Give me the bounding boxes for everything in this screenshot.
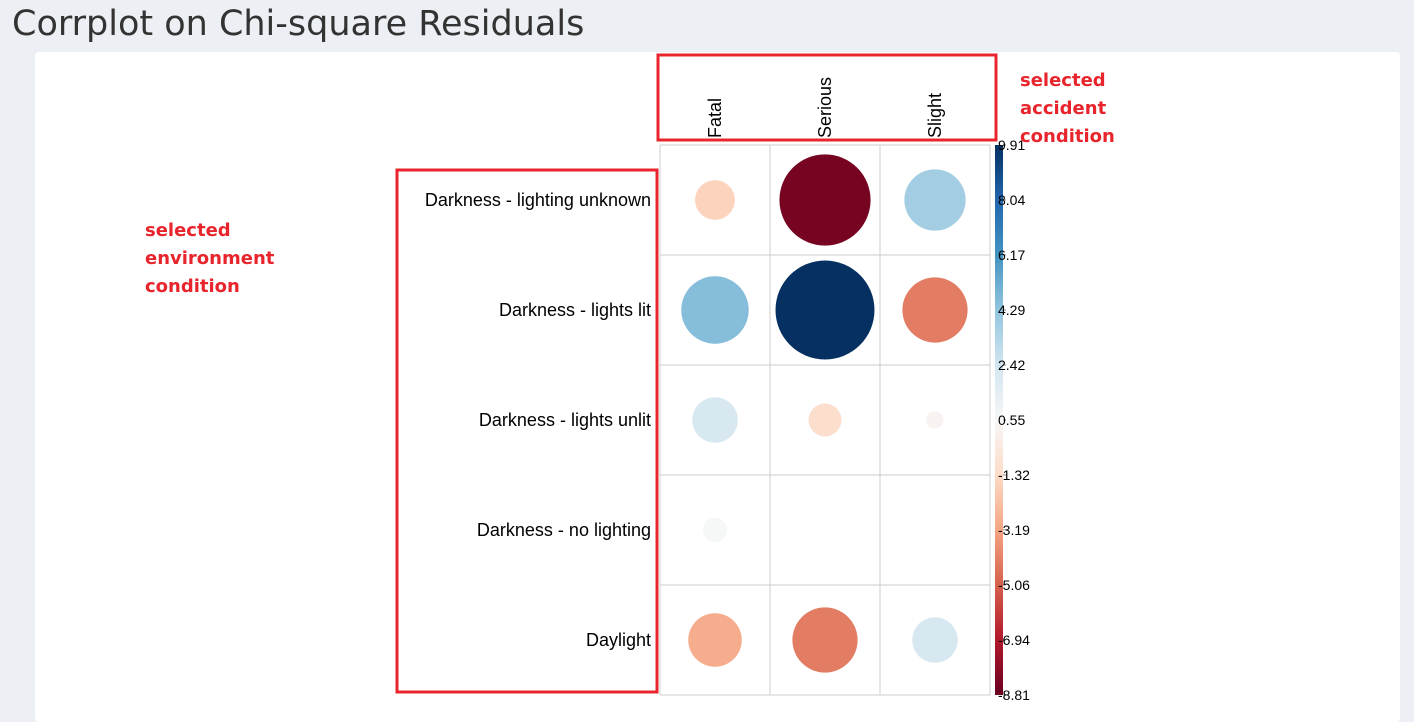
residual-circle [926, 411, 944, 429]
column-label: Slight [925, 93, 945, 138]
row-label: Darkness - lights lit [499, 300, 651, 320]
y-tick-label: -1.32 [998, 467, 1030, 483]
highlight-box [395, 168, 659, 694]
residual-circle [808, 403, 842, 437]
residual-circle [688, 613, 742, 667]
color-bar [995, 145, 1003, 695]
y-tick-label: 2.42 [998, 357, 1025, 373]
page-title: Corrplot on Chi-square Residuals [12, 4, 585, 44]
column-label: Fatal [705, 98, 725, 138]
highlight-box [656, 53, 998, 142]
residual-circle [904, 169, 966, 231]
row-label: Daylight [586, 630, 651, 650]
y-tick-label: -3.19 [998, 522, 1030, 538]
residual-circle [695, 180, 735, 220]
annotation: selected accident condition [1020, 70, 1115, 147]
residual-circle [702, 517, 728, 543]
residual-circle [775, 260, 875, 360]
y-tick-label: 6.17 [998, 247, 1025, 263]
y-tick-label: 9.91 [998, 137, 1025, 153]
y-tick-label: 8.04 [998, 192, 1025, 208]
residual-circle [902, 277, 968, 343]
y-tick-label: -5.06 [998, 577, 1030, 593]
row-label: Darkness - no lighting [477, 520, 651, 540]
residual-circle [692, 397, 738, 443]
column-label: Serious [815, 77, 835, 138]
residual-circle [779, 154, 871, 246]
residual-circle [681, 276, 749, 344]
row-label: Darkness - lights unlit [479, 410, 651, 430]
y-tick-label: -6.94 [998, 632, 1030, 648]
y-tick-label: 0.55 [998, 412, 1025, 428]
row-label: Darkness - lighting unknown [425, 190, 651, 210]
residual-circle [792, 607, 858, 673]
y-tick-label: -8.81 [998, 687, 1030, 703]
annotation: selected environment condition [145, 220, 275, 297]
panel [35, 52, 1400, 722]
residual-circle [912, 617, 958, 663]
y-tick-label: 4.29 [998, 302, 1025, 318]
